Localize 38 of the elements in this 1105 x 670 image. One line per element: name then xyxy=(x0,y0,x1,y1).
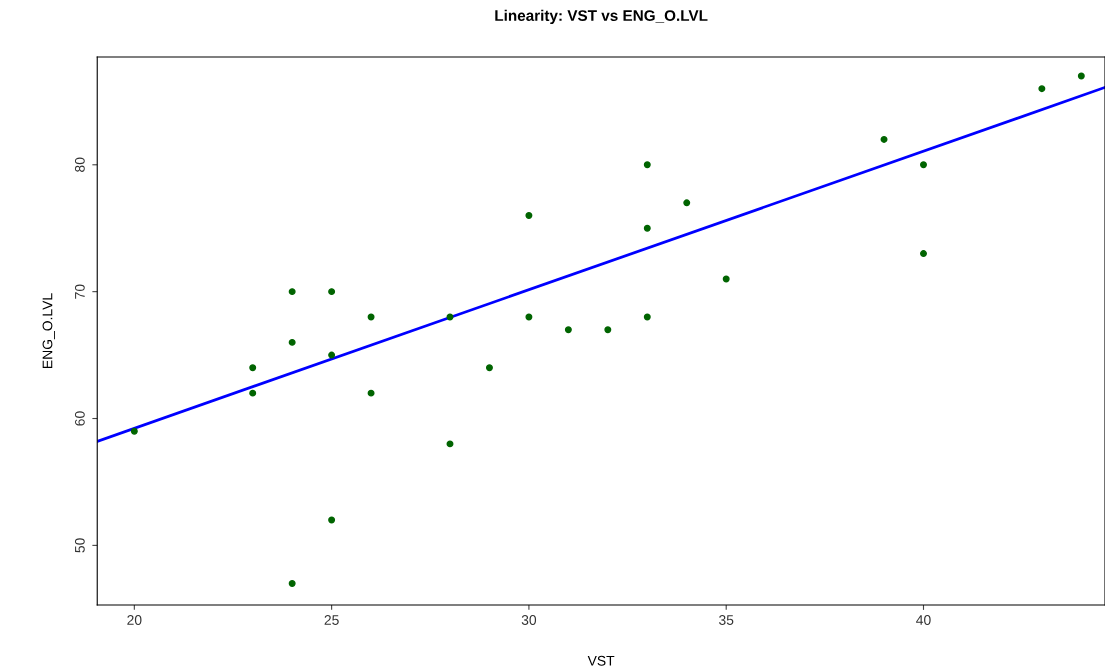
point xyxy=(683,199,691,207)
point xyxy=(920,250,927,258)
point xyxy=(1077,72,1085,80)
point xyxy=(328,516,336,524)
point xyxy=(525,313,533,321)
point xyxy=(288,288,296,296)
y-tick-label: 70 xyxy=(74,284,85,299)
point xyxy=(328,288,336,296)
point xyxy=(643,161,651,169)
point xyxy=(130,427,138,435)
chart-title: Linearity: VST vs ENG_O.LVL xyxy=(495,9,708,25)
point xyxy=(880,135,888,143)
x-tick-label: 30 xyxy=(521,615,537,625)
y-tick-label: 50 xyxy=(74,538,85,553)
point xyxy=(288,579,296,587)
point xyxy=(604,326,612,334)
point xyxy=(920,161,927,169)
point xyxy=(446,440,454,448)
x-tick-label: 40 xyxy=(916,615,931,625)
point xyxy=(564,326,572,334)
x-tick-label: 25 xyxy=(324,615,339,625)
x-tick-label: 20 xyxy=(127,615,142,625)
point xyxy=(722,275,730,283)
x-tick-label: 35 xyxy=(719,615,734,625)
point xyxy=(525,212,533,220)
point xyxy=(367,389,375,397)
point xyxy=(485,364,493,372)
point xyxy=(328,351,336,359)
point xyxy=(288,338,296,346)
point xyxy=(643,224,651,232)
point xyxy=(249,389,257,397)
point xyxy=(643,313,651,321)
y-tick-label: 60 xyxy=(74,411,85,426)
y-tick-label: 80 xyxy=(74,157,85,172)
point xyxy=(249,364,257,372)
x-axis-title: VST xyxy=(587,655,615,666)
point xyxy=(1038,85,1046,93)
y-axis-title: ENG_O.LVL xyxy=(42,293,55,368)
